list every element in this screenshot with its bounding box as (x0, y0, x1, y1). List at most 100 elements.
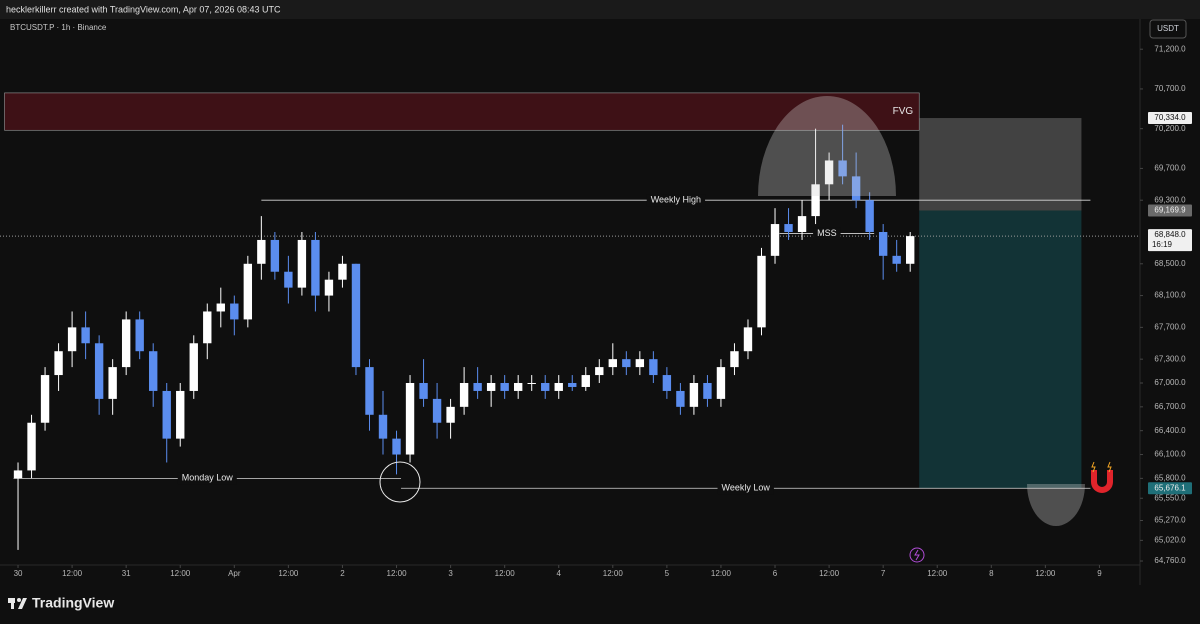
x-tick-label: 12:00 (927, 569, 948, 578)
currency-button[interactable] (1149, 19, 1187, 39)
y-tick-label: 68,100.0 (1154, 291, 1186, 300)
candle-body (270, 239, 280, 272)
y-tick-label: 66,700.0 (1154, 402, 1186, 411)
level-label: Weekly Low (722, 483, 771, 493)
last-price-box (1148, 229, 1192, 252)
x-tick-label: 12:00 (387, 569, 408, 578)
candle-body (838, 160, 847, 177)
x-tick-label: 31 (122, 569, 131, 578)
candle-body (662, 375, 672, 391)
x-tick-label: 5 (665, 569, 670, 578)
candles (13, 124, 915, 550)
candle-body (811, 184, 820, 217)
candle-body (135, 319, 144, 352)
candle-body (473, 383, 482, 391)
candle-body (743, 327, 753, 352)
candle-body (54, 351, 63, 376)
level-label: Monday Low (182, 473, 234, 483)
x-tick-label: 12:00 (278, 569, 299, 578)
candle-body (486, 383, 496, 391)
y-tick-label: 67,300.0 (1154, 354, 1186, 363)
candle-body (203, 311, 212, 344)
candle-body (851, 176, 861, 201)
front-layer: 71,200.0 70,700.0 70,200.0 69,700.0 69,300.0… (14, 44, 1192, 578)
x-tick-label: 30 (14, 569, 23, 578)
x-tick-label: 12:00 (711, 569, 732, 578)
fvg-label: FVG (893, 106, 914, 117)
currency-label[interactable]: USDT (1157, 24, 1179, 33)
x-tick-label: 4 (557, 569, 562, 578)
y-tick-label: 68,500.0 (1154, 259, 1186, 268)
candle-body (446, 406, 455, 423)
y-tick-label: 70,700.0 (1154, 84, 1186, 93)
last-price-label: 68,848.0 (1154, 230, 1186, 239)
magnet-icon (1091, 461, 1113, 493)
candle-body (27, 422, 36, 471)
candle-body (500, 383, 509, 391)
y-tick-label: 64,760.0 (1154, 556, 1186, 565)
candle-body (824, 160, 834, 185)
x-tick-label: 9 (1097, 569, 1102, 578)
price-label-box (1148, 112, 1192, 125)
candle-body (13, 470, 23, 479)
candle-body (527, 383, 536, 384)
candle-body (176, 390, 185, 439)
candle-body (541, 383, 550, 391)
fvg-zone (4, 92, 920, 131)
candle-body (392, 438, 401, 455)
highlight-circle (379, 461, 421, 503)
y-tick-label: 65,270.0 (1154, 516, 1186, 525)
highlight-arc (1027, 484, 1085, 526)
candle-body (81, 327, 90, 344)
back-layer (0, 92, 1140, 489)
candle-body (757, 255, 766, 328)
level-label: MSS (817, 228, 837, 238)
alert-icon[interactable] (909, 547, 925, 563)
candle-body (378, 414, 388, 439)
x-tick-label: Apr (228, 569, 241, 578)
candle-body (94, 343, 104, 399)
candle-body (703, 383, 712, 399)
candle-body (784, 224, 793, 232)
level-label: Weekly High (651, 195, 701, 205)
header-text: hecklerkillerr created with TradingView.… (6, 4, 281, 14)
candle-body (595, 367, 604, 376)
candle-body (649, 359, 658, 376)
x-tick-label: 6 (773, 569, 778, 578)
candle-body (635, 359, 645, 368)
candle-body (608, 359, 617, 368)
x-tick-label: 12:00 (170, 569, 191, 578)
candle-body (67, 327, 77, 352)
candle-body (162, 390, 171, 439)
candle-body (405, 383, 415, 455)
candle-body (216, 303, 225, 312)
candle-body (797, 216, 807, 232)
stop-zone (919, 118, 1082, 211)
candle-body (230, 303, 239, 320)
x-tick-label: 3 (448, 569, 453, 578)
candle-body (554, 383, 563, 391)
highlight-arc (758, 96, 896, 196)
candle-body (189, 343, 198, 391)
candle-body (351, 263, 361, 368)
level-label-bg (813, 227, 841, 240)
candle-body (311, 239, 320, 296)
price-label: 65,676.1 (1154, 483, 1186, 492)
y-tick-label: 65,800.0 (1154, 473, 1186, 482)
candle-body (770, 224, 780, 256)
candle-body (865, 200, 874, 232)
level-label-bg (177, 472, 237, 485)
y-tick-label: 69,700.0 (1154, 164, 1186, 173)
candle-body (892, 255, 901, 264)
candle-body (365, 367, 374, 415)
x-tick-label: 8 (989, 569, 994, 578)
candle-body (108, 367, 117, 399)
candle-body (324, 279, 334, 296)
y-tick-label: 71,200.0 (1154, 44, 1186, 53)
candle-body (40, 375, 50, 423)
price-label: 69,169.9 (1154, 206, 1186, 215)
y-tick-label: 67,000.0 (1154, 378, 1186, 387)
candle-body (676, 390, 685, 407)
candle-body (878, 231, 888, 256)
